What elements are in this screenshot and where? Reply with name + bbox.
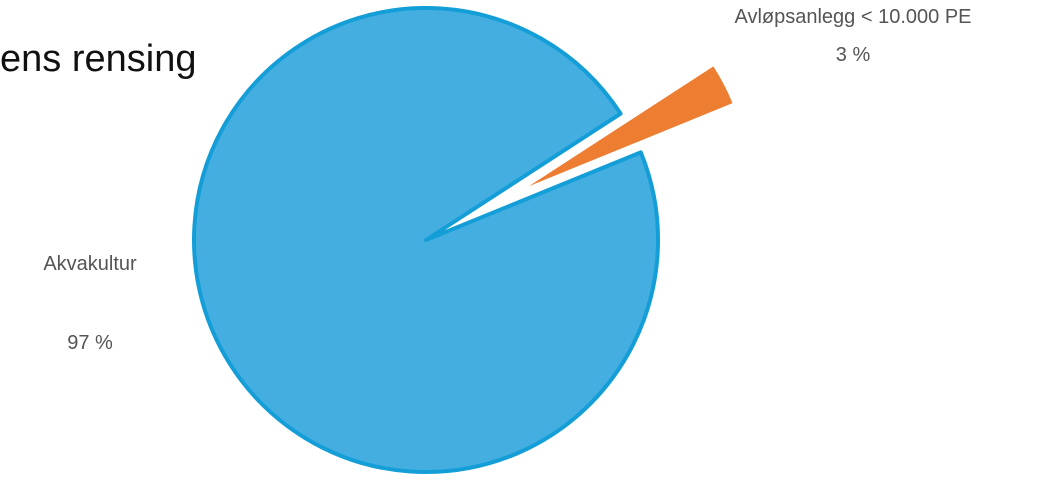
slice-label-avl-psanlegg-10-000-pe: Avløpsanlegg < 10.000 PE — [734, 6, 971, 28]
slice-label-akvakultur: Akvakultur — [43, 253, 137, 275]
pie-slice-avl-psanlegg-10-000-pe — [518, 63, 735, 193]
chart-title-fragment: ens rensing — [0, 38, 197, 80]
slice-value-avl-psanlegg-10-000-pe: 3 % — [836, 44, 871, 66]
slice-value-akvakultur: 97 % — [67, 332, 113, 354]
pie-slice-akvakultur — [192, 6, 660, 474]
